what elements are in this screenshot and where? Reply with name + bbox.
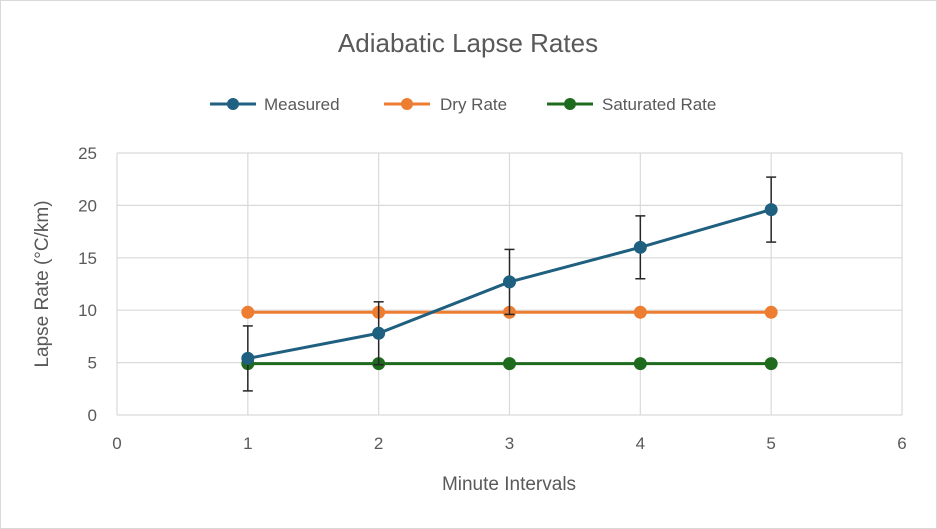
data-point-saturated-rate-5: [764, 357, 778, 371]
legend-marker-saturated-rate: [564, 98, 576, 110]
chart-title: Adiabatic Lapse Rates: [338, 28, 598, 58]
x-axis-label: Minute Intervals: [442, 474, 576, 495]
x-tick-label-0: 0: [112, 434, 121, 453]
y-tick-label-10: 10: [78, 301, 97, 320]
data-point-measured-5: [764, 203, 778, 217]
data-point-saturated-rate-3: [503, 357, 516, 371]
y-tick-label-5: 5: [88, 354, 97, 373]
y-axis-ticks: 0 5 10 15 20 25: [78, 144, 97, 425]
x-tick-label-4: 4: [636, 434, 645, 453]
data-point-dry-rate-4: [633, 305, 647, 319]
chart-legend: Measured Dry Rate Saturated Rate: [210, 95, 716, 114]
y-tick-label-15: 15: [78, 249, 97, 268]
y-tick-label-0: 0: [88, 406, 97, 425]
y-tick-label-20: 20: [78, 196, 97, 215]
chart-series: [241, 176, 778, 392]
legend-label-dry-rate: Dry Rate: [440, 95, 507, 114]
data-point-measured-3: [503, 275, 516, 289]
data-point-measured-1: [241, 351, 255, 365]
x-tick-label-6: 6: [897, 434, 906, 453]
data-point-dry-rate-1: [241, 305, 255, 319]
series-saturated-rate: [241, 357, 778, 371]
x-tick-label-2: 2: [374, 434, 383, 453]
legend-label-measured: Measured: [264, 95, 340, 114]
data-point-dry-rate-5: [764, 305, 778, 319]
legend-label-saturated-rate: Saturated Rate: [602, 95, 716, 114]
legend-item-measured: Measured: [210, 95, 340, 114]
y-tick-label-25: 25: [78, 144, 97, 163]
y-axis-label: Lapse Rate (°C/km): [32, 200, 53, 367]
series-measured: [241, 176, 778, 392]
x-tick-label-3: 3: [505, 434, 514, 453]
data-point-measured-4: [633, 240, 647, 254]
data-point-saturated-rate-4: [633, 357, 647, 371]
legend-marker-measured: [227, 98, 239, 110]
x-axis-ticks: 0 1 2 3 4 5 6: [112, 434, 906, 453]
x-tick-label-1: 1: [243, 434, 252, 453]
data-point-measured-2: [372, 326, 386, 340]
legend-item-saturated-rate: Saturated Rate: [547, 95, 716, 114]
legend-item-dry-rate: Dry Rate: [384, 95, 507, 114]
x-tick-label-5: 5: [766, 434, 775, 453]
legend-marker-dry-rate: [401, 98, 413, 110]
